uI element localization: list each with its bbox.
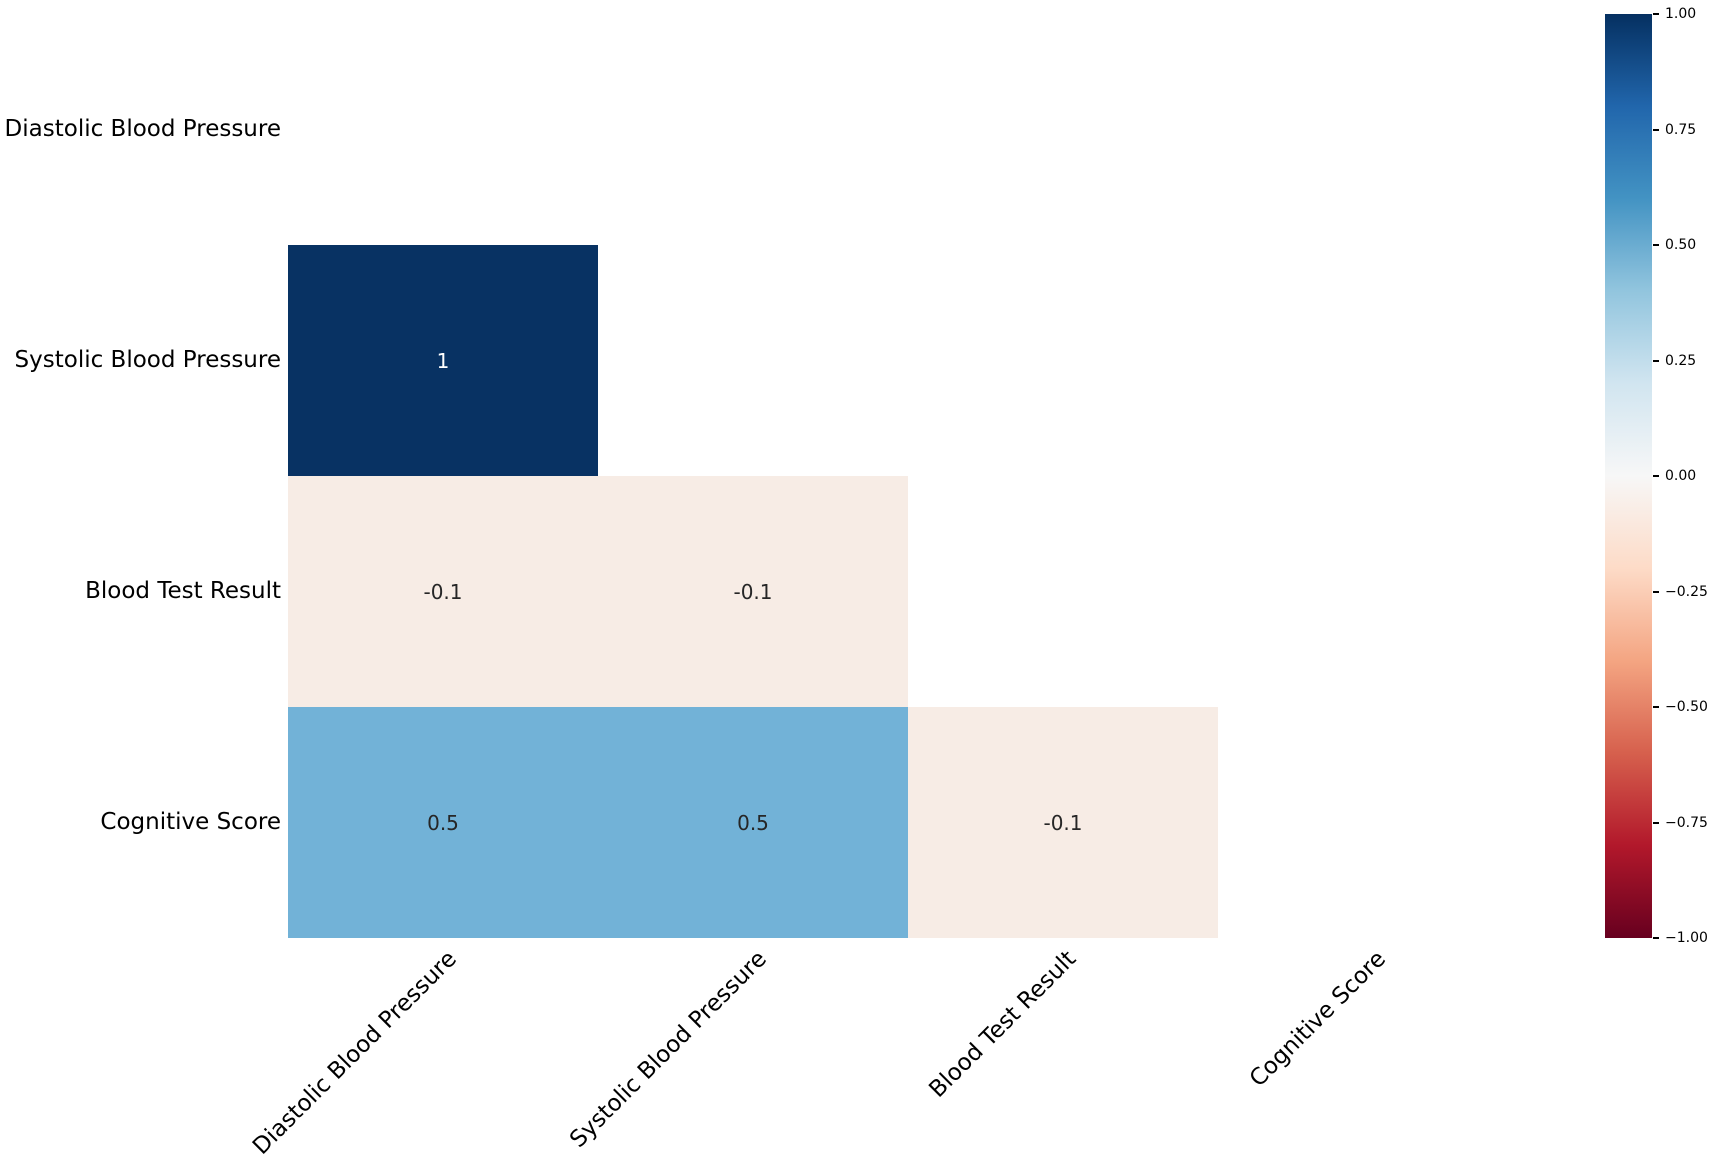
heatmap-cell: 1 <box>288 245 598 476</box>
y-tick-label: Diastolic Blood Pressure <box>4 115 281 142</box>
heatmap-cell: 0.5 <box>288 707 598 938</box>
heatmap-cell: -0.1 <box>288 476 598 707</box>
x-tick-label: Systolic Blood Pressure <box>564 946 772 1153</box>
colorbar-tick-mark <box>1653 13 1659 15</box>
colorbar-tick-label: 0.50 <box>1665 237 1697 253</box>
colorbar-tick-mark <box>1653 128 1659 131</box>
heatmap-cell: -0.1 <box>598 476 908 707</box>
colorbar-tick-mark <box>1653 706 1659 708</box>
colorbar-tick-mark <box>1653 590 1659 593</box>
x-tick-label: Diastolic Blood Pressure <box>247 946 462 1160</box>
cell-value: 0.5 <box>737 810 769 835</box>
colorbar: 1.00 0.75 0.50 0.25 0.00 −0.25 −0.50 −0.75 −1.00 <box>1605 7 1708 945</box>
y-tick-label: Systolic Blood Pressure <box>14 346 281 373</box>
x-tick-label: Blood Test Result <box>924 946 1082 1103</box>
cell-value: 1 <box>436 348 450 373</box>
cell-value: 0.5 <box>427 810 459 835</box>
y-tick-label: Blood Test Result <box>85 577 281 604</box>
colorbar-tick-label: 0.00 <box>1665 468 1697 484</box>
colorbar-tick-label: −0.50 <box>1665 699 1708 715</box>
colorbar-gradient <box>1605 14 1652 938</box>
colorbar-tick-label: −1.00 <box>1665 930 1708 946</box>
colorbar-tick-label: 1.00 <box>1665 6 1697 22</box>
y-tick-label: Cognitive Score <box>100 808 281 835</box>
x-tick-label: Cognitive Score <box>1245 946 1392 1093</box>
colorbar-tick-mark <box>1653 821 1659 824</box>
cell-value: -0.1 <box>733 579 773 604</box>
colorbar-tick-mark <box>1653 475 1659 477</box>
colorbar-tick-mark <box>1653 244 1659 246</box>
colorbar-tick-label: 0.25 <box>1665 352 1697 369</box>
colorbar-tick-mark <box>1653 359 1659 362</box>
colorbar-tick-label: 0.75 <box>1665 121 1697 138</box>
colorbar-tick-mark <box>1653 937 1659 939</box>
cell-value: -0.1 <box>423 579 463 604</box>
cell-value: -0.1 <box>1043 810 1083 835</box>
colorbar-tick-label: −0.75 <box>1665 814 1708 831</box>
heatmap-cell: -0.1 <box>908 707 1218 938</box>
heatmap-cell: 0.5 <box>598 707 908 938</box>
colorbar-tick-label: −0.25 <box>1665 583 1708 600</box>
